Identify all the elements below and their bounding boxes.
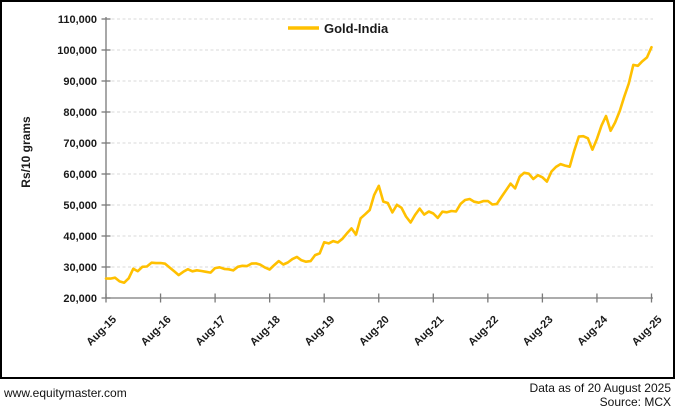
y-tick-label: 80,000 [63,107,97,119]
y-tick-label: 40,000 [63,231,97,243]
legend-label: Gold-India [324,21,389,36]
chart-canvas: 20,000 30,000 40,000 50,000 60,000 70,000 80,0… [0,0,675,379]
x-tick-label: Aug-22 [466,314,501,349]
data-as-of-text: Data as of 20 August 2025 [529,381,671,395]
y-tick-label: 90,000 [63,76,97,88]
x-tick-label: Aug-16 [139,314,174,349]
y-tick-label: 50,000 [63,200,97,212]
y-tick-label: 20,000 [63,293,97,305]
website-url: www.equitymaster.com [4,386,127,400]
x-tick-label: Aug-23 [521,314,556,349]
chart-border [0,0,675,379]
x-tick-label: Aug-18 [248,314,283,349]
axes-layer: 20,000 30,000 40,000 50,000 60,000 70,000 80,0… [57,14,664,348]
source-text: Source: MCX [599,395,671,409]
y-tick-label: 60,000 [63,169,97,181]
y-axis-title: Rs/10 grams [19,116,33,188]
x-tick-label: Aug-25 [630,314,665,349]
y-tick-label: 100,000 [57,45,97,57]
x-tick-label: Aug-20 [357,314,392,349]
y-tick-label: 110,000 [58,14,97,26]
price-line [104,45,653,285]
x-tick-label: Aug-21 [412,314,447,349]
x-tick-label: Aug-15 [84,314,119,349]
x-tick-label: Aug-19 [302,314,337,349]
gridlines-layer [106,18,653,268]
series-layer [104,45,653,285]
y-tick-label: 70,000 [63,138,97,150]
gold-price-chart: 20,000 30,000 40,000 50,000 60,000 70,000 80,0… [0,0,675,379]
footer-bar: www.equitymaster.com Data as of 20 Augus… [0,379,675,413]
y-tick-label: 30,000 [63,262,97,274]
x-tick-label: Aug-17 [193,314,228,349]
x-tick-label: Aug-24 [575,313,610,348]
footer-source-block: Data as of 20 August 2025 Source: MCX [530,381,671,409]
legend: Gold-India [288,21,389,36]
